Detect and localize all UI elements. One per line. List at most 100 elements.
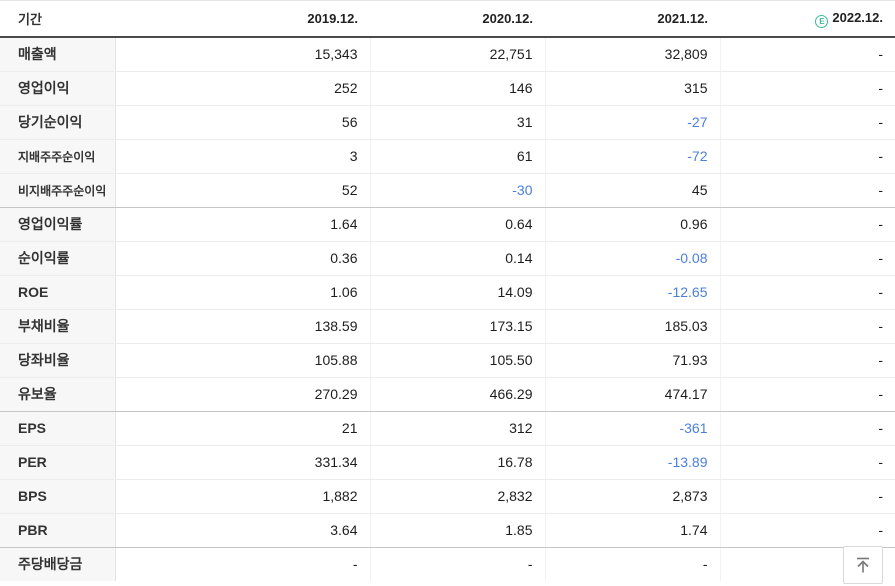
metric-value: -13.89 [544, 445, 720, 480]
metric-label: 영업이익 [0, 71, 115, 106]
metric-value: 1,882 [114, 479, 370, 514]
table-row: ROE 1.06 14.09 -12.65- [0, 275, 895, 310]
metric-value: - [719, 275, 895, 310]
metric-value: -361 [544, 411, 720, 446]
table-row: EPS 21 312 -361- [0, 411, 895, 446]
metric-value: 0.14 [369, 241, 545, 276]
metric-value: 21 [114, 411, 370, 446]
metric-value: 16.78 [369, 445, 545, 480]
metric-value: 466.29 [369, 377, 545, 412]
metric-value: - [719, 241, 895, 276]
metric-value: 32,809 [544, 37, 720, 72]
table-row: 영업이익 252 146 315- [0, 71, 895, 106]
table-header-row: 기간 2019.12. 2020.12. 2021.12. E 2022.12. [0, 1, 895, 38]
metric-value: 173.15 [369, 309, 545, 344]
metric-value: -27 [544, 105, 720, 140]
metric-value: 270.29 [114, 377, 370, 412]
year-column-header: 2020.12. [370, 1, 545, 38]
metric-value: 185.03 [544, 309, 720, 344]
metric-label: 순이익률 [0, 241, 115, 276]
metric-label: 부채비율 [0, 309, 115, 344]
metric-value: -30 [369, 173, 545, 208]
metric-value: 61 [369, 139, 545, 174]
table-row: BPS 1,882 2,832 2,873- [0, 479, 895, 514]
metric-value: 3.64 [114, 513, 370, 548]
metric-value: 312 [369, 411, 545, 446]
metric-value: 14.09 [369, 275, 545, 310]
metric-value: - [719, 513, 895, 548]
year-column-header: 2021.12. [545, 1, 720, 38]
metric-value: - [369, 547, 545, 581]
metric-value: 1.06 [114, 275, 370, 310]
metric-value: 0.36 [114, 241, 370, 276]
year-column-header: 2019.12. [115, 1, 370, 38]
metric-label: BPS [0, 479, 115, 514]
metric-value: 1.85 [369, 513, 545, 548]
metric-value: - [719, 445, 895, 480]
metric-value: -0.08 [544, 241, 720, 276]
year-column-header: E 2022.12. [720, 1, 895, 38]
metric-value: 1.64 [114, 207, 370, 242]
scroll-to-top-button[interactable] [843, 546, 883, 584]
metric-value: 105.50 [369, 343, 545, 378]
table-row: 매출액 15,343 22,751 32,809- [0, 37, 895, 72]
metric-value: - [114, 547, 370, 581]
metric-label: PER [0, 445, 115, 480]
metric-label: 비지배주주순이익 [0, 173, 115, 208]
metric-label: 지배주주순이익 [0, 139, 115, 174]
metric-label: 영업이익률 [0, 207, 115, 242]
metric-value: 2,873 [544, 479, 720, 514]
table-row: 당좌비율 105.88 105.50 71.93- [0, 343, 895, 378]
metric-value: - [719, 377, 895, 412]
metric-value: - [719, 309, 895, 344]
metric-value: 0.96 [544, 207, 720, 242]
arrow-up-to-top-icon [852, 554, 874, 576]
metric-value: - [719, 105, 895, 140]
metric-value: 138.59 [114, 309, 370, 344]
metric-value: 71.93 [544, 343, 720, 378]
table-row: 부채비율 138.59 173.15 185.03- [0, 309, 895, 344]
table-row: PER 331.34 16.78 -13.89- [0, 445, 895, 480]
metric-label: 주당배당금 [0, 547, 115, 581]
table-row: 지배주주순이익 3 61 -72- [0, 139, 895, 174]
period-header: 기간 [0, 1, 115, 38]
metric-value: 15,343 [114, 37, 370, 72]
table-row: 비지배주주순이익 52 -30 45- [0, 173, 895, 208]
metric-value: 1.74 [544, 513, 720, 548]
table-row: 주당배당금---- [0, 547, 895, 581]
metric-value: 474.17 [544, 377, 720, 412]
metric-value: 56 [114, 105, 370, 140]
metric-value: - [719, 343, 895, 378]
estimate-icon: E [815, 14, 829, 28]
metric-value: -12.65 [544, 275, 720, 310]
metric-value: 252 [114, 71, 370, 106]
metric-value: - [544, 547, 720, 581]
metric-label: ROE [0, 275, 115, 310]
metric-value: - [719, 411, 895, 446]
metric-value: 2,832 [369, 479, 545, 514]
metric-label: 당기순이익 [0, 105, 115, 140]
metric-value: 105.88 [114, 343, 370, 378]
metric-label: 유보율 [0, 377, 115, 412]
metric-label: EPS [0, 411, 115, 446]
metric-value: 3 [114, 139, 370, 174]
metric-value: 331.34 [114, 445, 370, 480]
metric-value: - [719, 479, 895, 514]
metric-value: 45 [544, 173, 720, 208]
table-row: 영업이익률 1.64 0.64 0.96- [0, 207, 895, 242]
metric-value: 31 [369, 105, 545, 140]
metric-value: - [719, 139, 895, 174]
table-row: PBR 3.64 1.85 1.74- [0, 513, 895, 548]
metric-value: 22,751 [369, 37, 545, 72]
table-row: 순이익률 0.36 0.14 -0.08- [0, 241, 895, 276]
metric-value: 0.64 [369, 207, 545, 242]
metric-label: 매출액 [0, 37, 115, 72]
metric-value: -72 [544, 139, 720, 174]
metric-value: - [719, 37, 895, 72]
metric-value: - [719, 71, 895, 106]
metric-value: - [719, 207, 895, 242]
table-row: 유보율 270.29 466.29 474.17- [0, 377, 895, 412]
metric-value: 146 [369, 71, 545, 106]
